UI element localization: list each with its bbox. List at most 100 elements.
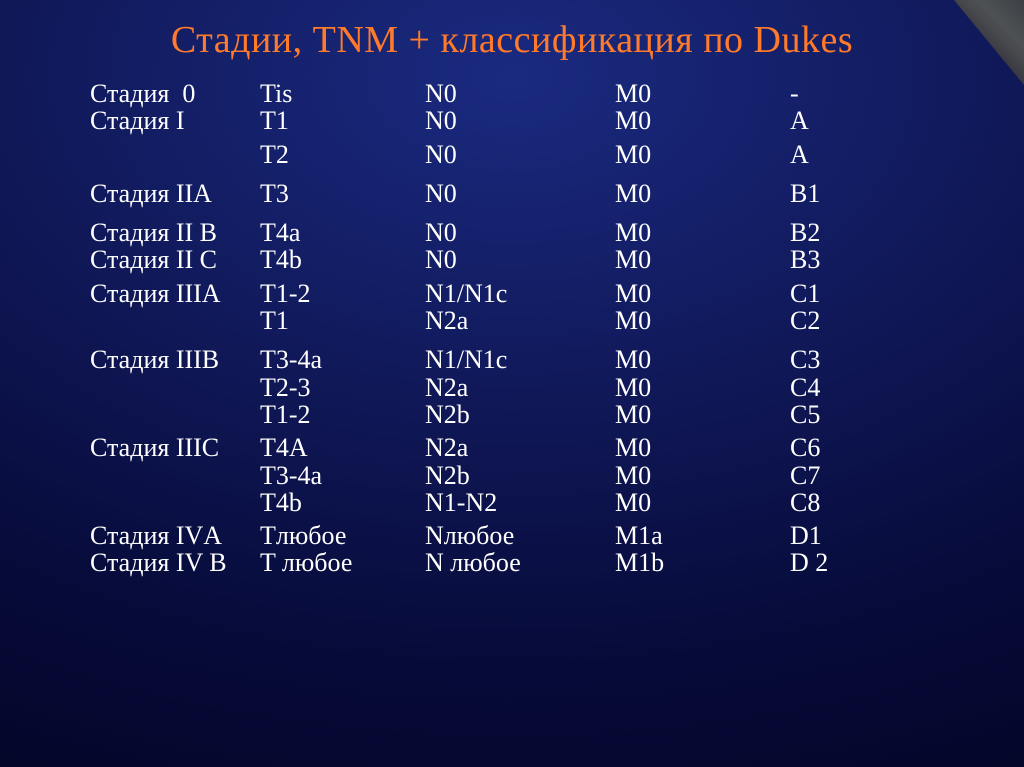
n-cell: N0 — [425, 219, 615, 246]
n-cell: N1/N1c — [425, 346, 615, 373]
stage-row: T3-4aN2bM0C7 — [90, 462, 964, 489]
stage-group: Стадия II ВT4aN0M0B2Стадия II СT4bN0M0B3 — [90, 219, 964, 274]
m-cell: M0 — [615, 141, 790, 168]
t-cell: T3-4a — [260, 462, 425, 489]
slide-title: Стадии, TNM + классификация по Dukes — [0, 18, 1024, 62]
stage-cell — [90, 307, 260, 334]
dukes-cell: C5 — [790, 401, 910, 428]
stage-group: Стадия 0TisN0M0-Стадия IT1N0M0A — [90, 80, 964, 135]
stage-row: Стадия II СT4bN0M0B3 — [90, 246, 964, 273]
n-cell: N1/N1c — [425, 280, 615, 307]
t-cell: T2 — [260, 141, 425, 168]
stage-row: Стадия IT1N0M0A — [90, 107, 964, 134]
n-cell: N2b — [425, 401, 615, 428]
stage-cell — [90, 374, 260, 401]
stage-row: Стадия IVАTлюбоеNлюбоеM1aD1 — [90, 522, 964, 549]
n-cell: N2b — [425, 462, 615, 489]
slide: Стадии, TNM + классификация по Dukes Ста… — [0, 0, 1024, 767]
n-cell: N0 — [425, 107, 615, 134]
n-cell: N2a — [425, 434, 615, 461]
dukes-cell: C3 — [790, 346, 910, 373]
m-cell: M0 — [615, 401, 790, 428]
stage-group: Стадия IIIВT3-4aN1/N1cM0C3T2-3N2aM0C4T1-… — [90, 346, 964, 428]
stage-cell: Стадия IIIВ — [90, 346, 260, 373]
dukes-cell: C2 — [790, 307, 910, 334]
m-cell: M0 — [615, 246, 790, 273]
n-cell: N0 — [425, 141, 615, 168]
n-cell: N2a — [425, 307, 615, 334]
m-cell: M0 — [615, 80, 790, 107]
stage-row: Стадия IIIВT3-4aN1/N1cM0C3 — [90, 346, 964, 373]
dukes-cell: D 2 — [790, 549, 910, 576]
n-cell: N0 — [425, 180, 615, 207]
stage-row: T4bN1-N2M0C8 — [90, 489, 964, 516]
stage-row: T2N0M0A — [90, 141, 964, 168]
dukes-cell: B1 — [790, 180, 910, 207]
m-cell: M0 — [615, 280, 790, 307]
t-cell: T3-4a — [260, 346, 425, 373]
t-cell: T1-2 — [260, 401, 425, 428]
t-cell: T3 — [260, 180, 425, 207]
m-cell: M1a — [615, 522, 790, 549]
stage-row: Стадия II ВT4aN0M0B2 — [90, 219, 964, 246]
t-cell: T1 — [260, 107, 425, 134]
n-cell: N любое — [425, 549, 615, 576]
t-cell: T4a — [260, 219, 425, 246]
stage-row: Стадия IIIАT1-2N1/N1cM0C1 — [90, 280, 964, 307]
stage-cell: Стадия IVА — [90, 522, 260, 549]
m-cell: M0 — [615, 434, 790, 461]
stage-row: Стадия 0TisN0M0- — [90, 80, 964, 107]
stage-group: Стадия IVАTлюбоеNлюбоеM1aD1Стадия IV ВT … — [90, 522, 964, 577]
stage-cell: Стадия IIIС — [90, 434, 260, 461]
stage-row: Стадия IIАT3N0M0B1 — [90, 180, 964, 207]
n-cell: Nлюбое — [425, 522, 615, 549]
m-cell: M0 — [615, 374, 790, 401]
stage-group: T2N0M0A — [90, 141, 964, 168]
stage-row: Стадия IIIСT4AN2aM0C6 — [90, 434, 964, 461]
dukes-cell: C7 — [790, 462, 910, 489]
t-cell: Tлюбое — [260, 522, 425, 549]
stage-row: T2-3N2aM0C4 — [90, 374, 964, 401]
m-cell: M0 — [615, 180, 790, 207]
stage-cell — [90, 401, 260, 428]
m-cell: M0 — [615, 219, 790, 246]
dukes-cell: D1 — [790, 522, 910, 549]
m-cell: M0 — [615, 107, 790, 134]
stage-cell — [90, 141, 260, 168]
n-cell: N2a — [425, 374, 615, 401]
stage-group: Стадия IIАT3N0M0B1 — [90, 180, 964, 207]
stage-row: T1-2N2bM0C5 — [90, 401, 964, 428]
m-cell: M1b — [615, 549, 790, 576]
t-cell: T1 — [260, 307, 425, 334]
dukes-cell: C4 — [790, 374, 910, 401]
stage-row: T1N2aM0C2 — [90, 307, 964, 334]
dukes-cell: B2 — [790, 219, 910, 246]
t-cell: T2-3 — [260, 374, 425, 401]
stage-group: Стадия IIIСT4AN2aM0C6T3-4aN2bM0C7T4bN1-N… — [90, 434, 964, 516]
dukes-cell: C6 — [790, 434, 910, 461]
stage-cell: Стадия I — [90, 107, 260, 134]
dukes-cell: - — [790, 80, 910, 107]
m-cell: M0 — [615, 462, 790, 489]
stage-cell: Стадия IIIА — [90, 280, 260, 307]
m-cell: M0 — [615, 307, 790, 334]
dukes-cell: B3 — [790, 246, 910, 273]
t-cell: T4A — [260, 434, 425, 461]
dukes-cell: C1 — [790, 280, 910, 307]
stage-row: Стадия IV ВT любоеN любоеM1bD 2 — [90, 549, 964, 576]
n-cell: N0 — [425, 246, 615, 273]
t-cell: Tis — [260, 80, 425, 107]
dukes-cell: A — [790, 107, 910, 134]
classification-table: Стадия 0TisN0M0-Стадия IT1N0M0AT2N0M0AСт… — [90, 80, 964, 727]
stage-cell — [90, 489, 260, 516]
t-cell: T4b — [260, 246, 425, 273]
stage-group: Стадия IIIАT1-2N1/N1cM0C1T1N2aM0C2 — [90, 280, 964, 335]
t-cell: T4b — [260, 489, 425, 516]
stage-cell: Стадия IV В — [90, 549, 260, 576]
stage-cell — [90, 462, 260, 489]
stage-cell: Стадия IIА — [90, 180, 260, 207]
m-cell: M0 — [615, 346, 790, 373]
dukes-cell: A — [790, 141, 910, 168]
stage-cell: Стадия II В — [90, 219, 260, 246]
dukes-cell: C8 — [790, 489, 910, 516]
